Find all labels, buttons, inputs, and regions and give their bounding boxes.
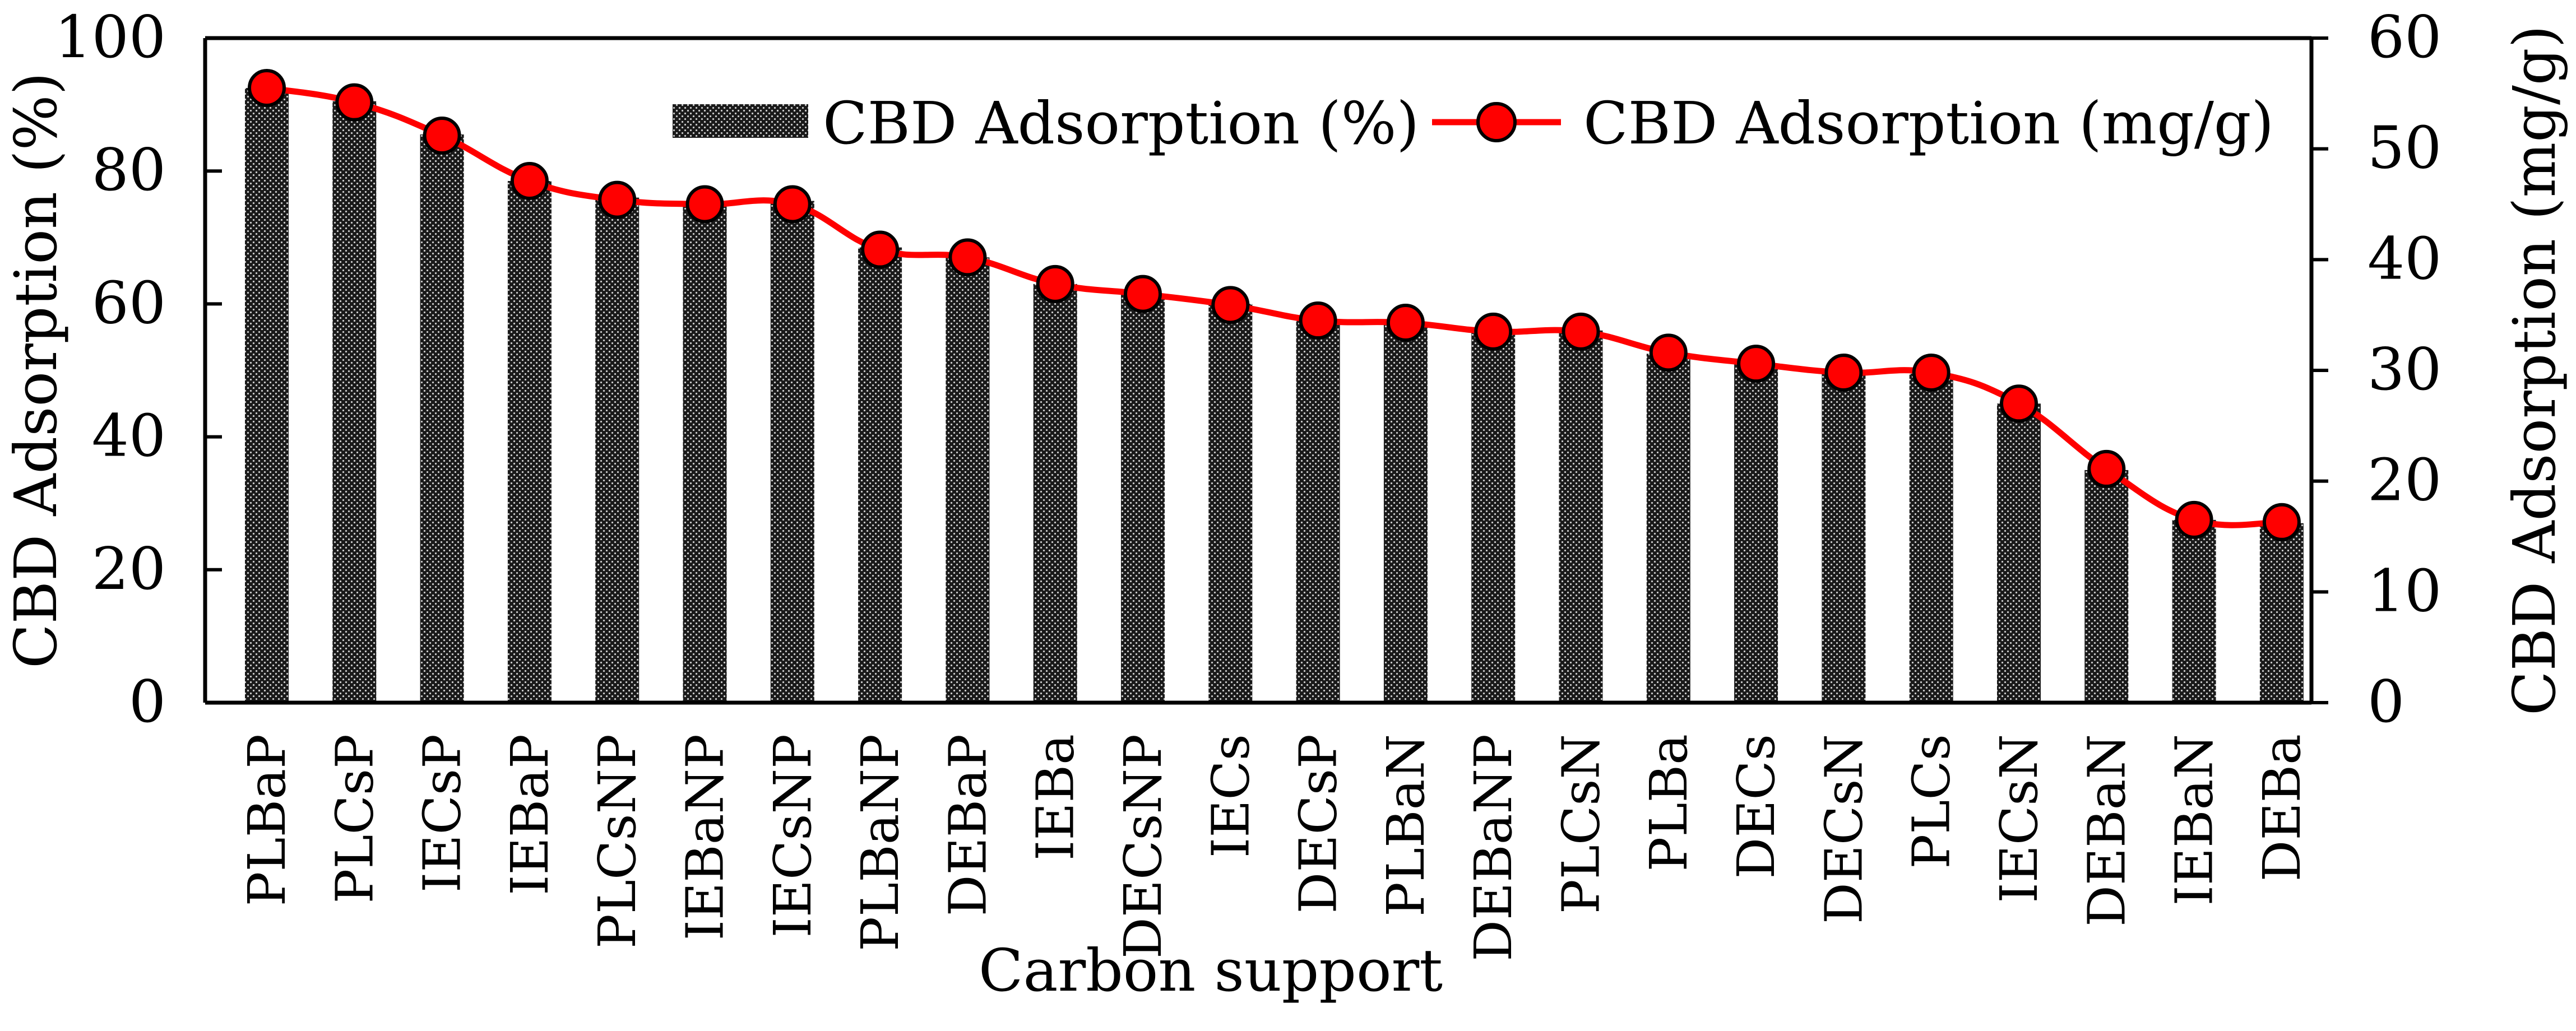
left-tick-label-100: 100 [54, 3, 166, 71]
bar-IECsP [420, 134, 464, 703]
right-tick-label-30: 30 [2367, 335, 2441, 403]
point-DECsP [1299, 301, 1337, 340]
point-DECsNP [1124, 275, 1162, 313]
right-tick-label-40: 40 [2367, 224, 2441, 292]
right-tick-label-60: 60 [2367, 3, 2441, 71]
x-tick-label-DEBaP: DEBaP [938, 734, 998, 916]
bar-DECsP [1296, 321, 1340, 703]
left-tick-label-40: 40 [92, 402, 166, 470]
right-ticks: 0 10 20 30 40 50 60 [2311, 3, 2441, 736]
bar-IEBaNP [683, 204, 727, 703]
x-tick-label-DEBaNP: DEBaNP [1463, 734, 1523, 962]
left-tick-label-60: 60 [92, 268, 166, 337]
bar-DECs [1734, 364, 1778, 703]
legend-line-marker [1476, 102, 1517, 142]
right-tick-label-0: 0 [2367, 667, 2404, 736]
x-tick-label-PLCs: PLCs [1902, 734, 1962, 869]
right-tick-label-50: 50 [2367, 114, 2441, 182]
point-PLCs [1912, 353, 1950, 392]
x-tick-label-DECs: DECs [1726, 734, 1786, 879]
bar-IECsNP [770, 201, 814, 703]
point-DECs [1737, 345, 1776, 383]
bar-PLBa [1646, 354, 1690, 703]
left-ticks: 0 20 40 60 80 100 [54, 3, 222, 736]
x-tick-label-DEBa: DEBa [2252, 734, 2312, 881]
x-tick-label-IEBaP: IEBaP [500, 734, 560, 895]
point-IECsP [423, 116, 461, 155]
x-tick-label-DEBaN: DEBaN [2077, 734, 2137, 927]
left-tick-label-20: 20 [92, 535, 166, 603]
bar-PLCs [1909, 373, 1953, 703]
bar-PLCsN [1559, 330, 1603, 703]
left-tick-label-0: 0 [129, 667, 166, 736]
legend-bar-label: CBD Adsorption (%) [823, 89, 1419, 157]
right-tick-label-20: 20 [2367, 446, 2441, 514]
point-IECsN [2000, 384, 2038, 423]
bar-PLBaN [1383, 323, 1428, 703]
bar-IEBa [1033, 284, 1077, 703]
bar-PLBaP [245, 87, 289, 703]
line-layer [248, 68, 2301, 541]
bar-DECsNP [1121, 294, 1165, 703]
point-DEBaN [2087, 449, 2126, 488]
x-tick-label-PLBaN: PLBaN [1376, 734, 1436, 917]
bar-PLBaNP [858, 247, 902, 703]
x-tick-label-IECsNP: IECsNP [763, 734, 823, 938]
x-tick-label-IECsN: IECsN [1989, 734, 2049, 903]
legend-line-label: CBD Adsorption (mg/g) [1583, 89, 2274, 157]
x-tick-label-PLBa: PLBa [1639, 734, 1699, 871]
bar-DECsN [1822, 370, 1866, 703]
x-tick-label-PLCsNP: PLCsNP [587, 734, 647, 949]
point-DEBaP [948, 238, 987, 277]
x-tick-label-PLBaP: PLBaP [237, 734, 297, 906]
legend: CBD Adsorption (%) CBD Adsorption (mg/g) [673, 89, 2274, 157]
x-axis-label: Carbon support [979, 936, 1443, 1005]
right-tick-label-10: 10 [2367, 556, 2441, 625]
x-tick-label-DECsN: DECsN [1814, 734, 1874, 924]
x-tick-label-IEBa: IEBa [1026, 734, 1086, 861]
bar-DEBaP [946, 257, 990, 703]
x-tick-label-DECsP: DECsP [1289, 734, 1349, 913]
bar-DEBa [2259, 523, 2304, 703]
point-DEBaNP [1474, 312, 1513, 351]
x-tick-label-IECs: IECs [1201, 734, 1261, 858]
x-ticks: PLBaP PLCsP IECsP IEBaP PLCsNP IEBaNP IECsNP PL… [237, 734, 2312, 962]
x-tick-label-PLCsP: PLCsP [325, 734, 384, 904]
x-tick-label-PLBaNP: PLBaNP [850, 734, 910, 951]
point-IECsNP [773, 185, 812, 224]
bar-DEBaN [2084, 470, 2129, 703]
point-PLBaP [248, 68, 286, 107]
x-tick-label-IECsP: IECsP [413, 734, 472, 893]
y-axis-right-label: CBD Adsorption (mg/g) [2500, 25, 2569, 716]
point-IECs [1211, 286, 1250, 324]
legend-bar-swatch [673, 104, 808, 138]
point-PLBaNP [861, 230, 900, 269]
bar-PLCsP [332, 101, 377, 703]
x-tick-label-IEBaN: IEBaN [2165, 734, 2225, 905]
point-DEBa [2262, 503, 2301, 541]
point-IEBaP [510, 161, 549, 200]
bar-IEBaP [507, 180, 552, 703]
x-tick-label-PLCsN: PLCsN [1551, 734, 1611, 914]
bar-PLCsNP [595, 197, 640, 703]
point-DECsN [1824, 353, 1863, 392]
point-PLCsN [1562, 312, 1600, 351]
point-PLBa [1649, 333, 1688, 372]
bar-DEBaNP [1471, 330, 1516, 703]
point-IEBa [1036, 264, 1074, 303]
point-PLBaN [1386, 304, 1425, 342]
y-axis-left-label: CBD Adsorption (%) [2, 72, 70, 668]
bar-IEBaN [2172, 519, 2216, 703]
bar-IECsN [1997, 403, 2041, 703]
bar-IECs [1208, 304, 1253, 703]
point-PLCsNP [598, 180, 637, 219]
left-tick-label-80: 80 [92, 136, 166, 204]
bars-layer [245, 87, 2304, 703]
x-tick-label-IEBaNP: IEBaNP [675, 734, 735, 940]
x-tick-label-DECsNP: DECsNP [1113, 734, 1173, 959]
point-IEBaNP [685, 185, 724, 224]
point-PLCsP [335, 83, 374, 122]
point-IEBaN [2175, 500, 2213, 539]
